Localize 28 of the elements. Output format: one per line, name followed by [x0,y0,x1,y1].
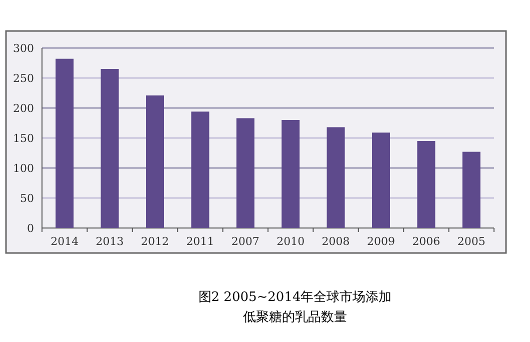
y-tick-label: 200 [13,102,34,115]
x-tick-label: 2010 [276,235,305,248]
y-tick-label: 100 [13,162,34,175]
y-tick-label: 250 [13,72,34,85]
x-tick-label: 2007 [231,235,260,248]
bar [417,141,436,228]
bar [146,95,164,228]
y-tick-label: 150 [13,132,34,145]
x-tick-label: 2011 [186,235,214,248]
y-tick-label: 300 [13,42,34,55]
x-tick-label: 2005 [457,235,486,248]
text: 图2 2005~2014年全球市场添加低聚糖的乳品数量 [197,289,393,327]
bar [282,120,300,228]
x-tick-label: 2014 [50,235,79,248]
y-tick-label: 50 [20,192,34,205]
bar [326,127,345,228]
bar [100,69,119,228]
bar [462,152,480,228]
bar [236,118,254,228]
x-tick-label: 2006 [412,235,440,248]
bar [372,132,390,228]
x-tick-label: 2013 [96,235,124,248]
bar [56,58,74,228]
x-tick-label: 2009 [367,235,395,248]
y-tick-label: 0 [27,222,34,235]
bar [191,112,210,228]
x-tick-label: 2012 [141,235,169,248]
x-tick-label: 2008 [322,235,350,248]
